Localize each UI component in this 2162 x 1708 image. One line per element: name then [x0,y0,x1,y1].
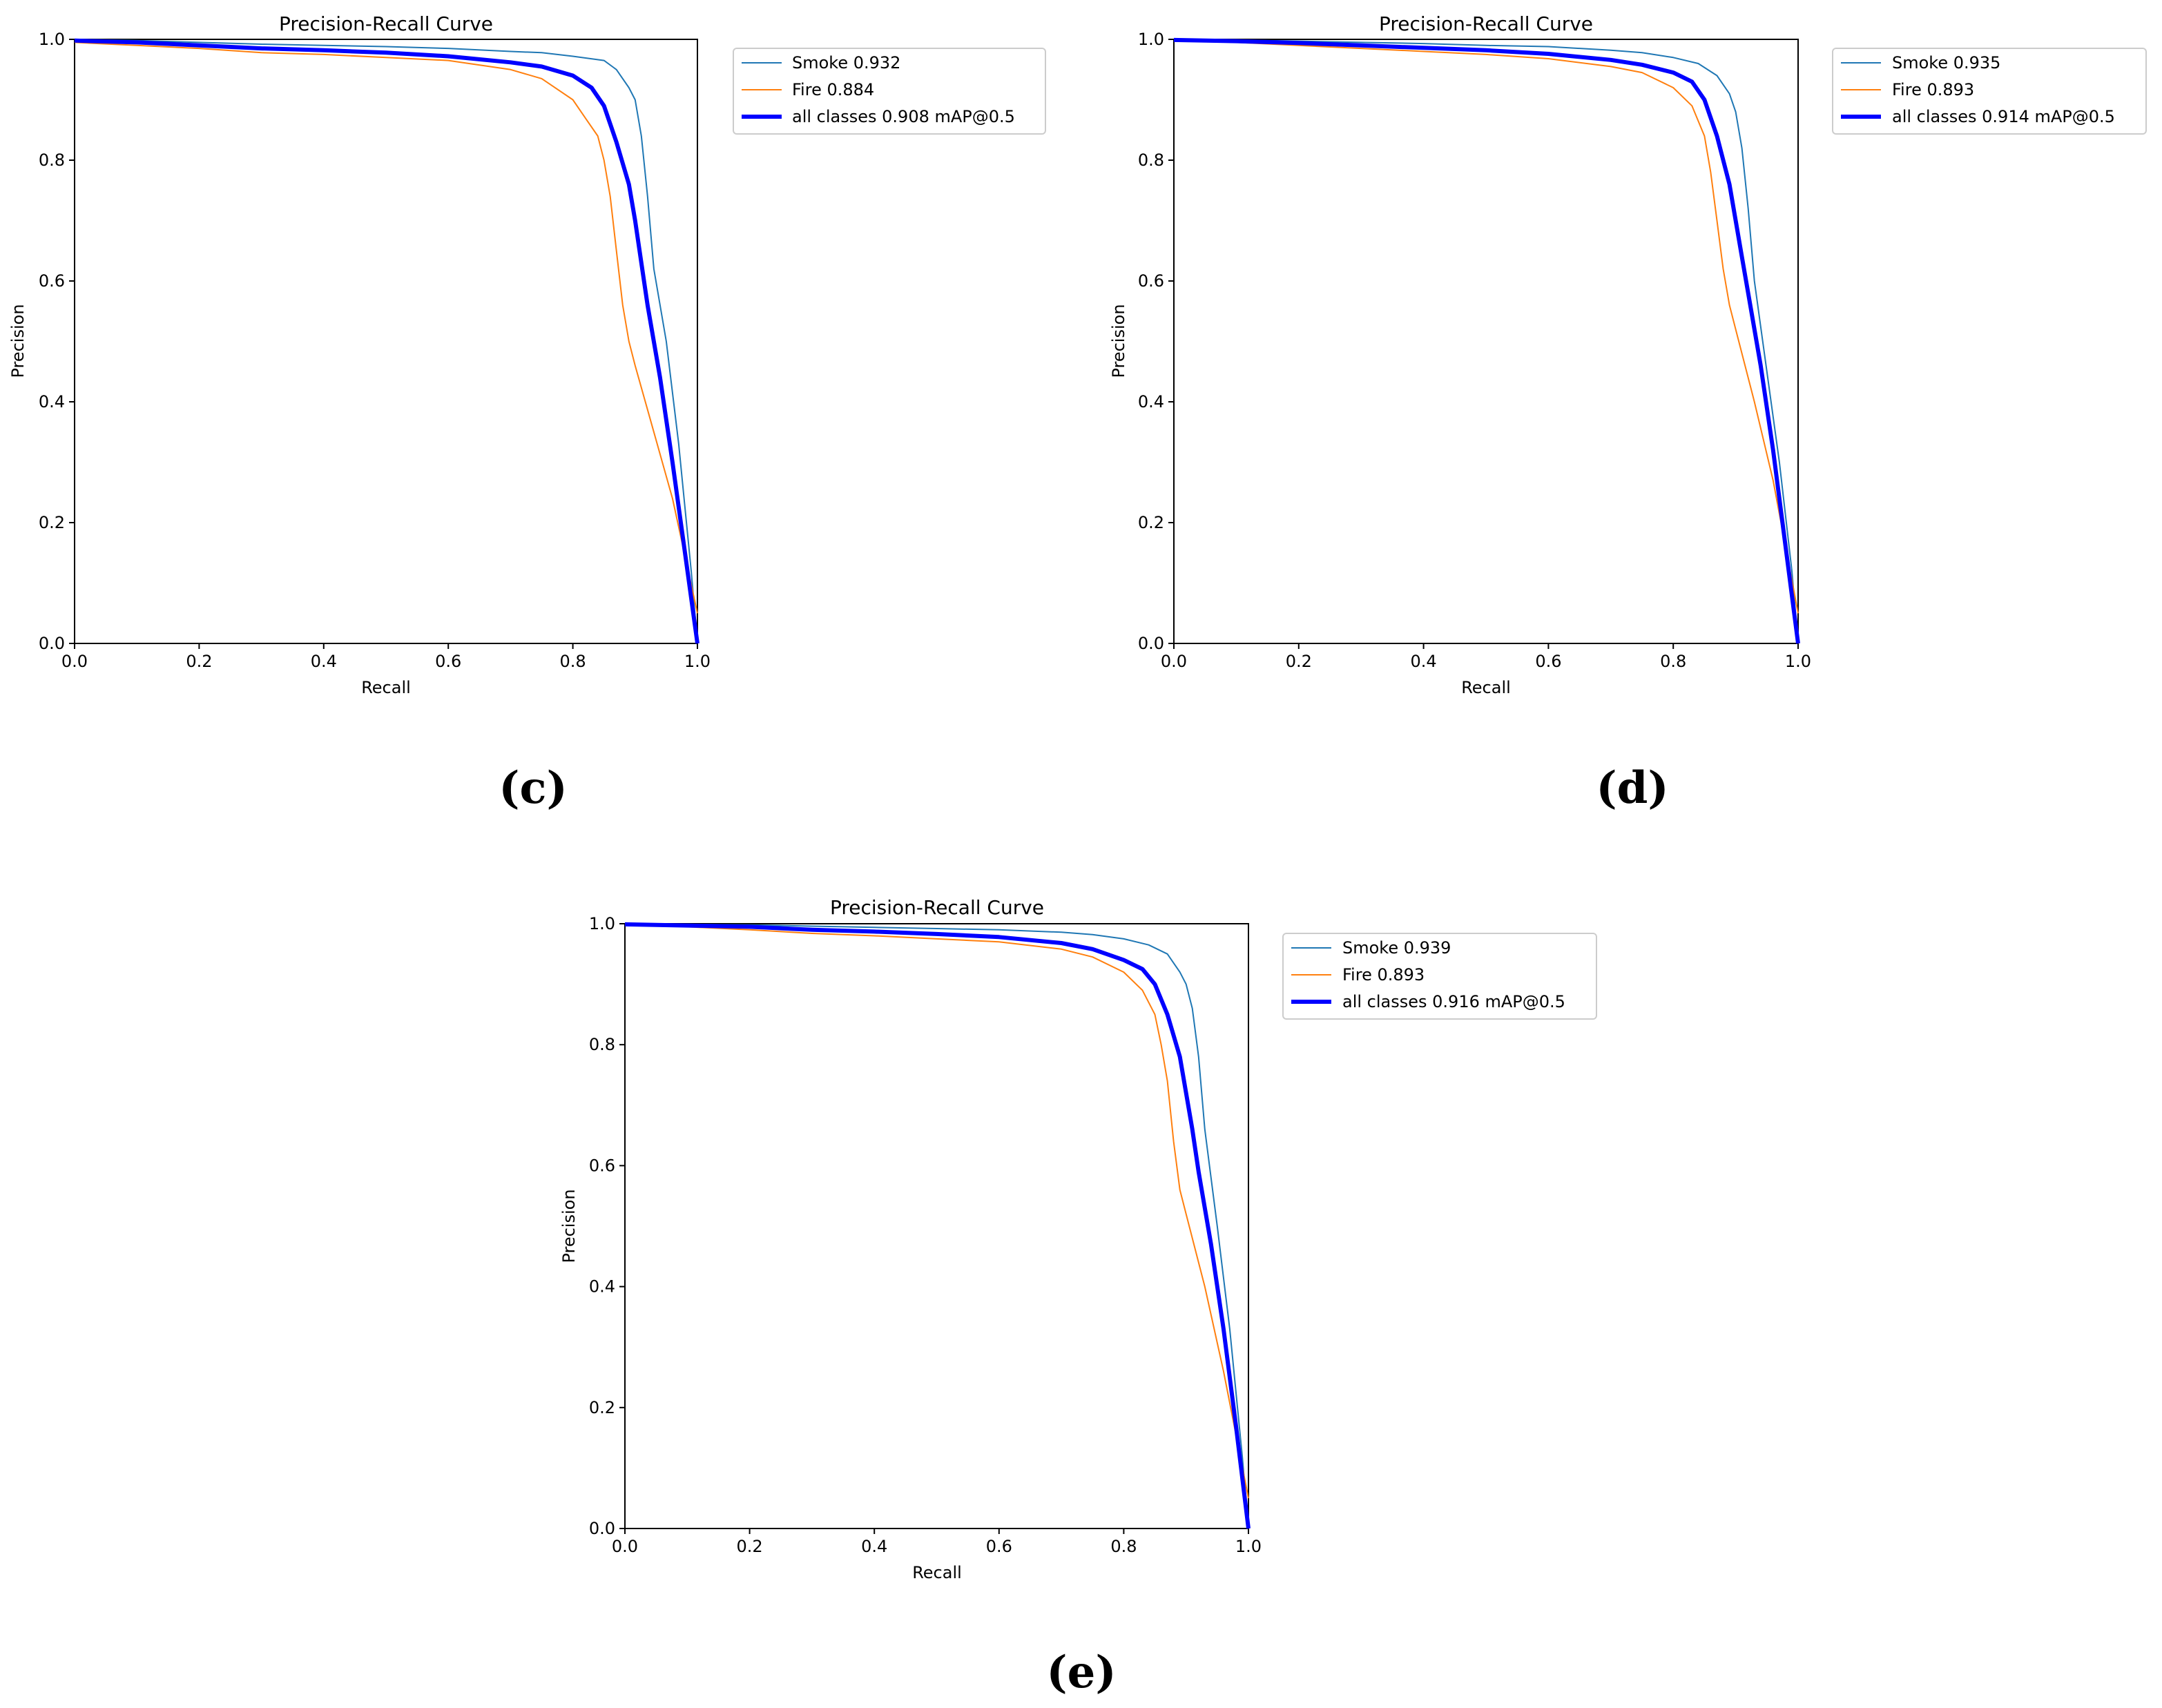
x-tick-label: 0.4 [861,1537,887,1556]
legend-label-all-classes: all classes 0.916 mAP@0.5 [1342,992,1565,1011]
axis-ticks: 0.0 0.2 0.4 0.6 0.8 1.0 0.0 0.2 0.4 0.6 0.8 1.0 [39,30,711,671]
legend-label-all-classes: all classes 0.914 mAP@0.5 [1892,107,2115,126]
legend: Smoke 0.932 Fire 0.884 all classes 0.908… [733,48,1046,135]
plot-lines [74,38,699,644]
chart-panel-c: Precision-Recall Curve Recall Precision … [8,12,1046,814]
legend-box [733,48,1046,135]
chart-title: Precision-Recall Curve [830,896,1044,919]
panel-label: (d) [1596,762,1668,814]
y-tick-label: 0.6 [589,1156,615,1175]
y-tick-label: 0.4 [39,392,65,411]
legend-label-smoke: Smoke 0.939 [1342,938,1451,958]
legend-label-fire: Fire 0.893 [1342,965,1425,984]
x-tick-label: 0.2 [737,1537,763,1556]
series-line-all-classes [74,38,699,644]
series-line-smoke [74,39,698,644]
y-tick-label: 0.0 [589,1519,615,1538]
x-tick-label: 1.0 [684,652,711,671]
x-tick-label: 0.4 [1411,652,1437,671]
x-tick-label: 0.6 [1535,652,1561,671]
y-tick-label: 0.8 [39,151,65,170]
chart-panel-e: Precision-Recall Curve Recall Precision … [559,896,1597,1698]
x-tick-label: 1.0 [1785,652,1811,671]
y-axis-label: Precision [559,1189,579,1263]
y-tick-label: 1.0 [39,30,65,49]
axis-ticks: 0.0 0.2 0.4 0.6 0.8 1.0 0.0 0.2 0.4 0.6 0.8 1.0 [1138,30,1811,671]
x-tick-label: 0.2 [186,652,212,671]
legend: Smoke 0.939 Fire 0.893 all classes 0.916… [1282,933,1597,1020]
y-tick-label: 0.4 [1138,392,1164,411]
series-line-all-classes [1173,37,1800,644]
plot-lines [624,922,1251,1529]
legend-label-all-classes: all classes 0.908 mAP@0.5 [792,107,1015,126]
series-line-fire [1173,39,1799,614]
series-line-smoke [624,923,1249,1529]
x-axis-label: Recall [912,1563,962,1582]
plot-lines [1173,37,1800,644]
series-line-all-classes [624,922,1251,1529]
y-tick-label: 0.6 [39,271,65,291]
chart-title: Precision-Recall Curve [1379,12,1593,35]
x-tick-label: 1.0 [1235,1537,1262,1556]
legend-label-fire: Fire 0.884 [792,80,874,99]
y-tick-label: 0.8 [1138,151,1164,170]
x-tick-label: 0.0 [1161,652,1187,671]
series-line-smoke [1173,39,1799,644]
x-tick-label: 0.0 [612,1537,638,1556]
x-tick-label: 0.6 [986,1537,1012,1556]
y-tick-label: 0.2 [1138,513,1164,532]
panel-label: (e) [1046,1647,1116,1698]
y-tick-label: 0.4 [589,1277,615,1297]
y-tick-label: 0.0 [1138,634,1164,653]
legend-box [1282,933,1597,1020]
legend-label-smoke: Smoke 0.935 [1892,53,2000,72]
legend-label-fire: Fire 0.893 [1892,80,1974,99]
plot-frame [624,923,1249,1529]
y-tick-label: 1.0 [1138,30,1164,49]
y-tick-label: 0.0 [39,634,65,653]
axis-ticks: 0.0 0.2 0.4 0.6 0.8 1.0 0.0 0.2 0.4 0.6 0.8 1.0 [589,914,1262,1556]
chart-title: Precision-Recall Curve [279,12,493,35]
y-tick-label: 0.2 [589,1398,615,1417]
x-tick-label: 0.6 [435,652,461,671]
x-tick-label: 0.8 [1110,1537,1137,1556]
y-tick-label: 0.2 [39,513,65,532]
y-tick-label: 0.6 [1138,271,1164,291]
y-tick-label: 1.0 [589,914,615,933]
plot-frame [74,39,698,644]
legend: Smoke 0.935 Fire 0.893 all classes 0.914… [1832,48,2147,135]
x-axis-label: Recall [1461,678,1511,697]
legend-label-smoke: Smoke 0.932 [792,53,900,72]
chart-panel-d: Precision-Recall Curve Recall Precision … [1109,12,2147,814]
y-axis-label: Precision [1109,304,1128,378]
x-tick-label: 0.4 [311,652,337,671]
panel-label: (c) [499,762,568,814]
x-tick-label: 0.8 [560,652,586,671]
x-tick-label: 0.2 [1286,652,1312,671]
series-line-fire [74,41,698,614]
series-line-fire [624,924,1249,1499]
x-axis-label: Recall [361,678,411,697]
x-tick-label: 0.8 [1660,652,1686,671]
y-axis-label: Precision [8,304,28,378]
x-tick-label: 0.0 [61,652,88,671]
plot-frame [1173,39,1799,644]
y-tick-label: 0.8 [589,1035,615,1054]
legend-box [1832,48,2147,135]
